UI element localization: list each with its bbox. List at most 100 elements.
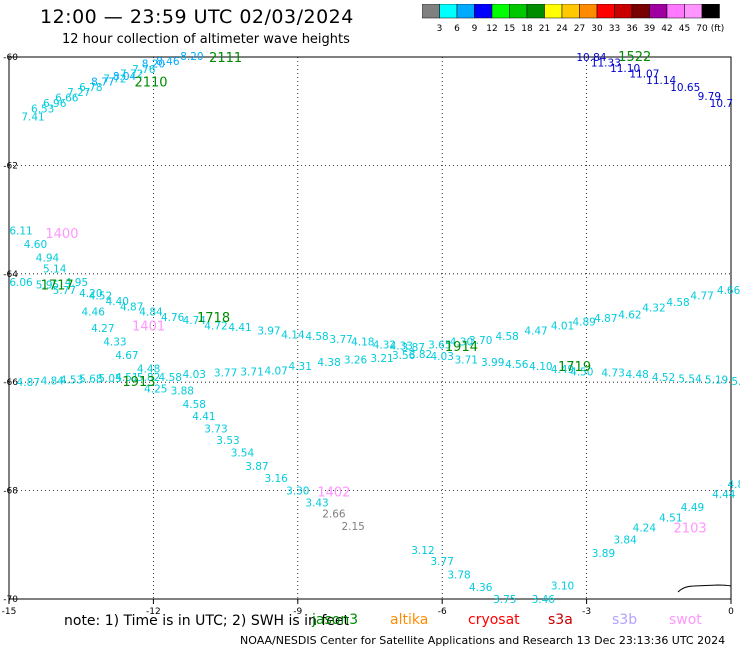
wave-height-value: 4.60 — [24, 239, 47, 251]
wave-height-value: 4.73 — [601, 367, 624, 379]
chart-subtitle: 12 hour collection of altimeter wave hei… — [62, 32, 350, 47]
wave-height-value: 4.8 — [727, 479, 740, 491]
wave-height-value: 8.46 — [156, 56, 180, 68]
wave-height-value: 4.32 — [373, 339, 396, 351]
wave-height-value: 4.24 — [633, 522, 657, 534]
pass-time-label: 1719 — [558, 360, 591, 375]
wave-height-value: 5.05 — [98, 373, 121, 385]
x-tick-label: 0 — [728, 607, 734, 617]
wave-height-value: 4.27 — [91, 323, 114, 335]
wave-height-value: 11.10 — [610, 63, 640, 75]
wave-height-value: 4.62 — [618, 309, 641, 321]
color-scale-legend: 3 6 9 12 15 18 21 24 27 30 33 36 39 42 45 70 (ft) — [422, 4, 725, 34]
y-tick-label: -64 — [3, 270, 18, 280]
wave-height-value: 4.07 — [264, 365, 287, 377]
scale-label: 39 — [644, 24, 656, 34]
pass-time-label: 2110 — [134, 75, 167, 90]
wave-height-value: 3.99 — [481, 357, 504, 369]
wave-height-value: 3.77 — [329, 334, 352, 346]
scale-label: 24 — [556, 24, 568, 34]
wave-height-value: 4.56 — [505, 359, 529, 371]
wave-height-value: 8.20 — [142, 59, 165, 71]
wave-height-value: 3.77 — [431, 556, 454, 568]
wave-height-value: 6.53 — [31, 103, 54, 115]
pass-time-label: 1914 — [445, 340, 478, 355]
wave-height-value: 4.41 — [228, 322, 251, 334]
wave-height-value: 3.65 — [428, 339, 451, 351]
pass-time-label: 1717 — [41, 279, 74, 294]
wave-height-value: 4.50 — [570, 366, 593, 378]
wave-height-value: 4.03 — [431, 351, 454, 363]
scale-label: 30 — [591, 24, 603, 34]
wave-height-value: 8.77 — [91, 76, 114, 88]
pass-time-label: 1400 — [45, 227, 78, 242]
wave-height-value: 4.33 — [103, 337, 126, 349]
wave-height-value: 5.19 — [705, 374, 728, 386]
wave-height-value: 4.51 — [659, 513, 682, 525]
wave-height-value: 5.14 — [43, 263, 67, 275]
wave-height-value: 4.94 — [36, 253, 60, 265]
wave-height-value: 4.87 — [17, 377, 40, 389]
wave-height-value: 3.53 — [216, 435, 239, 447]
wave-height-value: 4.38 — [317, 357, 340, 369]
wave-height-value: 3.87 — [245, 461, 268, 473]
wave-height-value: 4.67 — [115, 350, 138, 362]
wave-height-value: 3.82 — [409, 349, 432, 361]
wave-height-value: 4.01 — [551, 320, 574, 332]
wave-height-value: 4.58 — [495, 331, 518, 343]
wave-height-value: 4.89 — [572, 316, 595, 328]
wave-height-value: 8.04 — [113, 71, 137, 83]
wave-height-value: 4.20 — [79, 288, 102, 300]
x-tick-label: -3 — [582, 607, 591, 617]
pass-time-label: 1401 — [132, 319, 165, 334]
wave-height-value: 4.58 — [666, 297, 689, 309]
wave-height-value: 4.03 — [183, 369, 206, 381]
scale-label: 27 — [574, 24, 585, 34]
wave-height-value: 4.52 — [652, 372, 675, 384]
wave-height-value: 4.41 — [192, 411, 215, 423]
wave-height-value: 2.66 — [322, 508, 346, 520]
wave-height-value: 4.32 — [642, 302, 665, 314]
wave-height-value: 7.76 — [132, 64, 156, 76]
pass-time-label: 2111 — [209, 51, 242, 66]
wave-height-value: 10.7 — [710, 98, 733, 110]
satellite-swot: swot — [669, 612, 702, 628]
wave-height-value: 6.66 — [55, 93, 79, 105]
wave-height-value: 3.78 — [447, 570, 470, 582]
scale-label: 6 — [454, 24, 460, 34]
wave-height-value: 4.72 — [204, 320, 227, 332]
pass-time-label: 1402 — [317, 486, 350, 501]
wave-height-value: 4.66 — [717, 285, 740, 297]
satellite-jason3: jason3 — [312, 612, 359, 628]
wave-height-value: 10.65 — [670, 82, 700, 94]
wave-height-value: 4.10 — [529, 361, 552, 373]
wave-height-value: 3.56 — [392, 350, 416, 362]
wave-height-value: 6.06 — [9, 277, 33, 289]
wave-height-value: 4.77 — [690, 290, 713, 302]
satellite-s3a: s3a — [548, 612, 573, 628]
wave-height-value: 3.84 — [613, 534, 637, 546]
wave-height-value: 3.12 — [411, 545, 434, 557]
wave-height-value: 4.84 — [41, 376, 65, 388]
wave-height-value: 11.33 — [591, 57, 621, 69]
x-tick-label: -9 — [293, 607, 302, 617]
wave-height-value: 4.46 — [82, 307, 106, 319]
pass-time-label: 1718 — [197, 311, 230, 326]
scale-unit: (ft) — [711, 24, 725, 34]
x-tick-label: -12 — [146, 607, 161, 617]
wave-height-value: 4.95 — [65, 277, 88, 289]
scale-label: 45 — [679, 24, 690, 34]
wave-height-value: 9.79 — [698, 91, 721, 103]
wave-height-value: 5.95 — [36, 280, 59, 292]
wave-height-value: 3.70 — [469, 335, 492, 347]
satellite-s3b: s3b — [612, 612, 638, 628]
scale-label: 18 — [521, 24, 533, 34]
wave-height-points: 7.416.536.966.667.276.788.777.728.047.72… — [9, 50, 740, 603]
wave-height-value: 3.26 — [344, 354, 368, 366]
y-tick-label: -66 — [3, 378, 18, 388]
pass-time-label: 1522 — [618, 50, 651, 65]
wave-height-value: 4.47 — [524, 326, 547, 338]
wave-height-value: 5.82 — [137, 372, 160, 384]
y-tick-label: -70 — [3, 595, 18, 605]
wave-height-value: 4.84 — [139, 307, 163, 319]
